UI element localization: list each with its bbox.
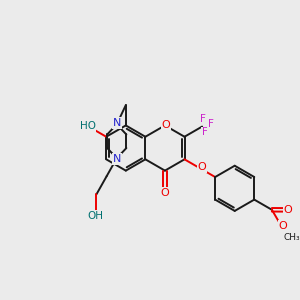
Text: N: N — [112, 118, 121, 128]
Text: O: O — [279, 220, 287, 230]
Text: O: O — [161, 120, 170, 130]
Text: F: F — [202, 128, 208, 137]
Text: F: F — [200, 114, 206, 124]
Text: OH: OH — [88, 211, 103, 220]
Text: HO: HO — [80, 121, 96, 131]
Text: O: O — [160, 188, 169, 198]
Text: CH₃: CH₃ — [284, 233, 300, 242]
Text: O: O — [284, 205, 292, 215]
Text: O: O — [198, 162, 206, 172]
Text: N: N — [112, 154, 121, 164]
Text: F: F — [208, 118, 214, 129]
